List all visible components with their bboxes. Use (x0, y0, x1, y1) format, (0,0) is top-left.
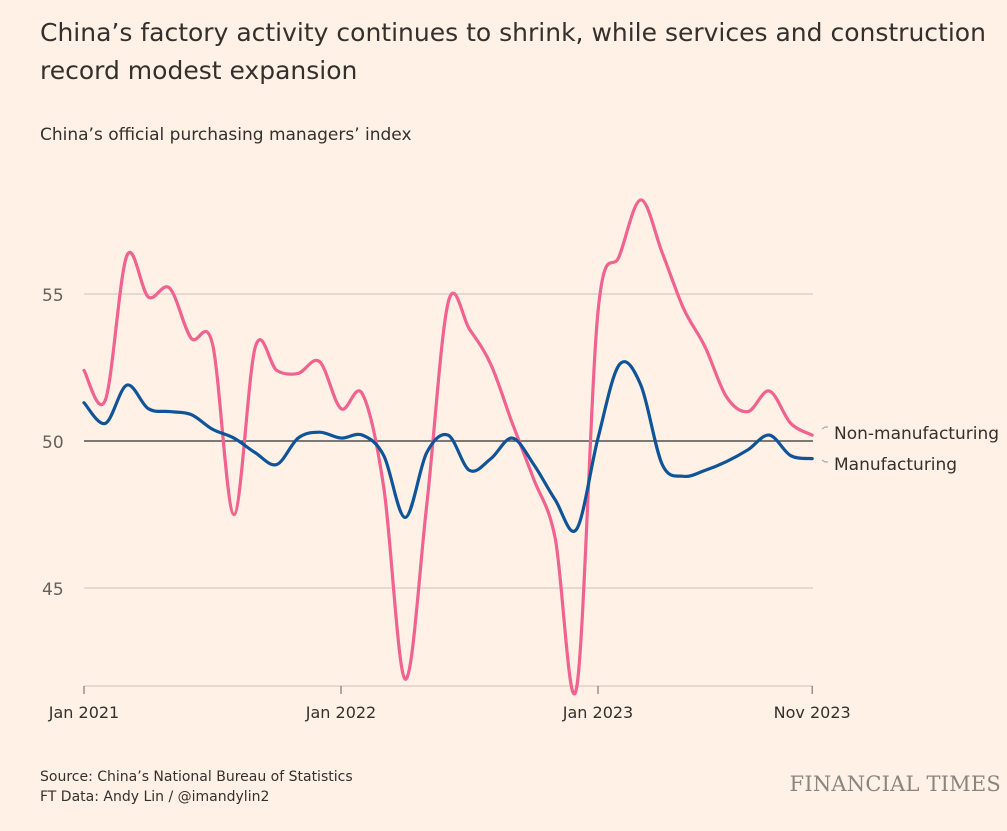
x-tick-label: Nov 2023 (774, 703, 851, 722)
source-text: Source: China’s National Bureau of Stati… (40, 769, 353, 785)
x-tick-label: Jan 2023 (562, 703, 633, 722)
chart-title: China’s factory activity continues to sh… (40, 18, 986, 85)
x-tick-label: Jan 2022 (305, 703, 376, 722)
y-tick-label: 45 (42, 580, 64, 600)
series-line-non-manufacturing (82, 198, 814, 696)
line-chart: 45 50 55 Jan 2021 Jan 2022 Jan 2023 Nov 2023 No… (42, 198, 999, 722)
chart-subtitle: China’s official purchasing managers’ in… (40, 125, 412, 145)
y-tick-label: 55 (42, 286, 64, 306)
x-tick-label: Jan 2021 (48, 703, 119, 722)
credit-text: FT Data: Andy Lin / @imandylin2 (40, 789, 270, 805)
footer-source: Source: China’s National Bureau of Stati… (40, 767, 353, 807)
series-label-manufacturing: Manufacturing (834, 455, 957, 475)
y-tick-label: 50 (42, 433, 64, 453)
series-label-non-manufacturing: Non-manufacturing (834, 424, 999, 444)
label-connector (821, 459, 828, 463)
label-connector (821, 426, 828, 430)
series-line-manufacturing (82, 360, 814, 533)
ft-logo: FINANCIAL TIMES (789, 772, 1001, 796)
